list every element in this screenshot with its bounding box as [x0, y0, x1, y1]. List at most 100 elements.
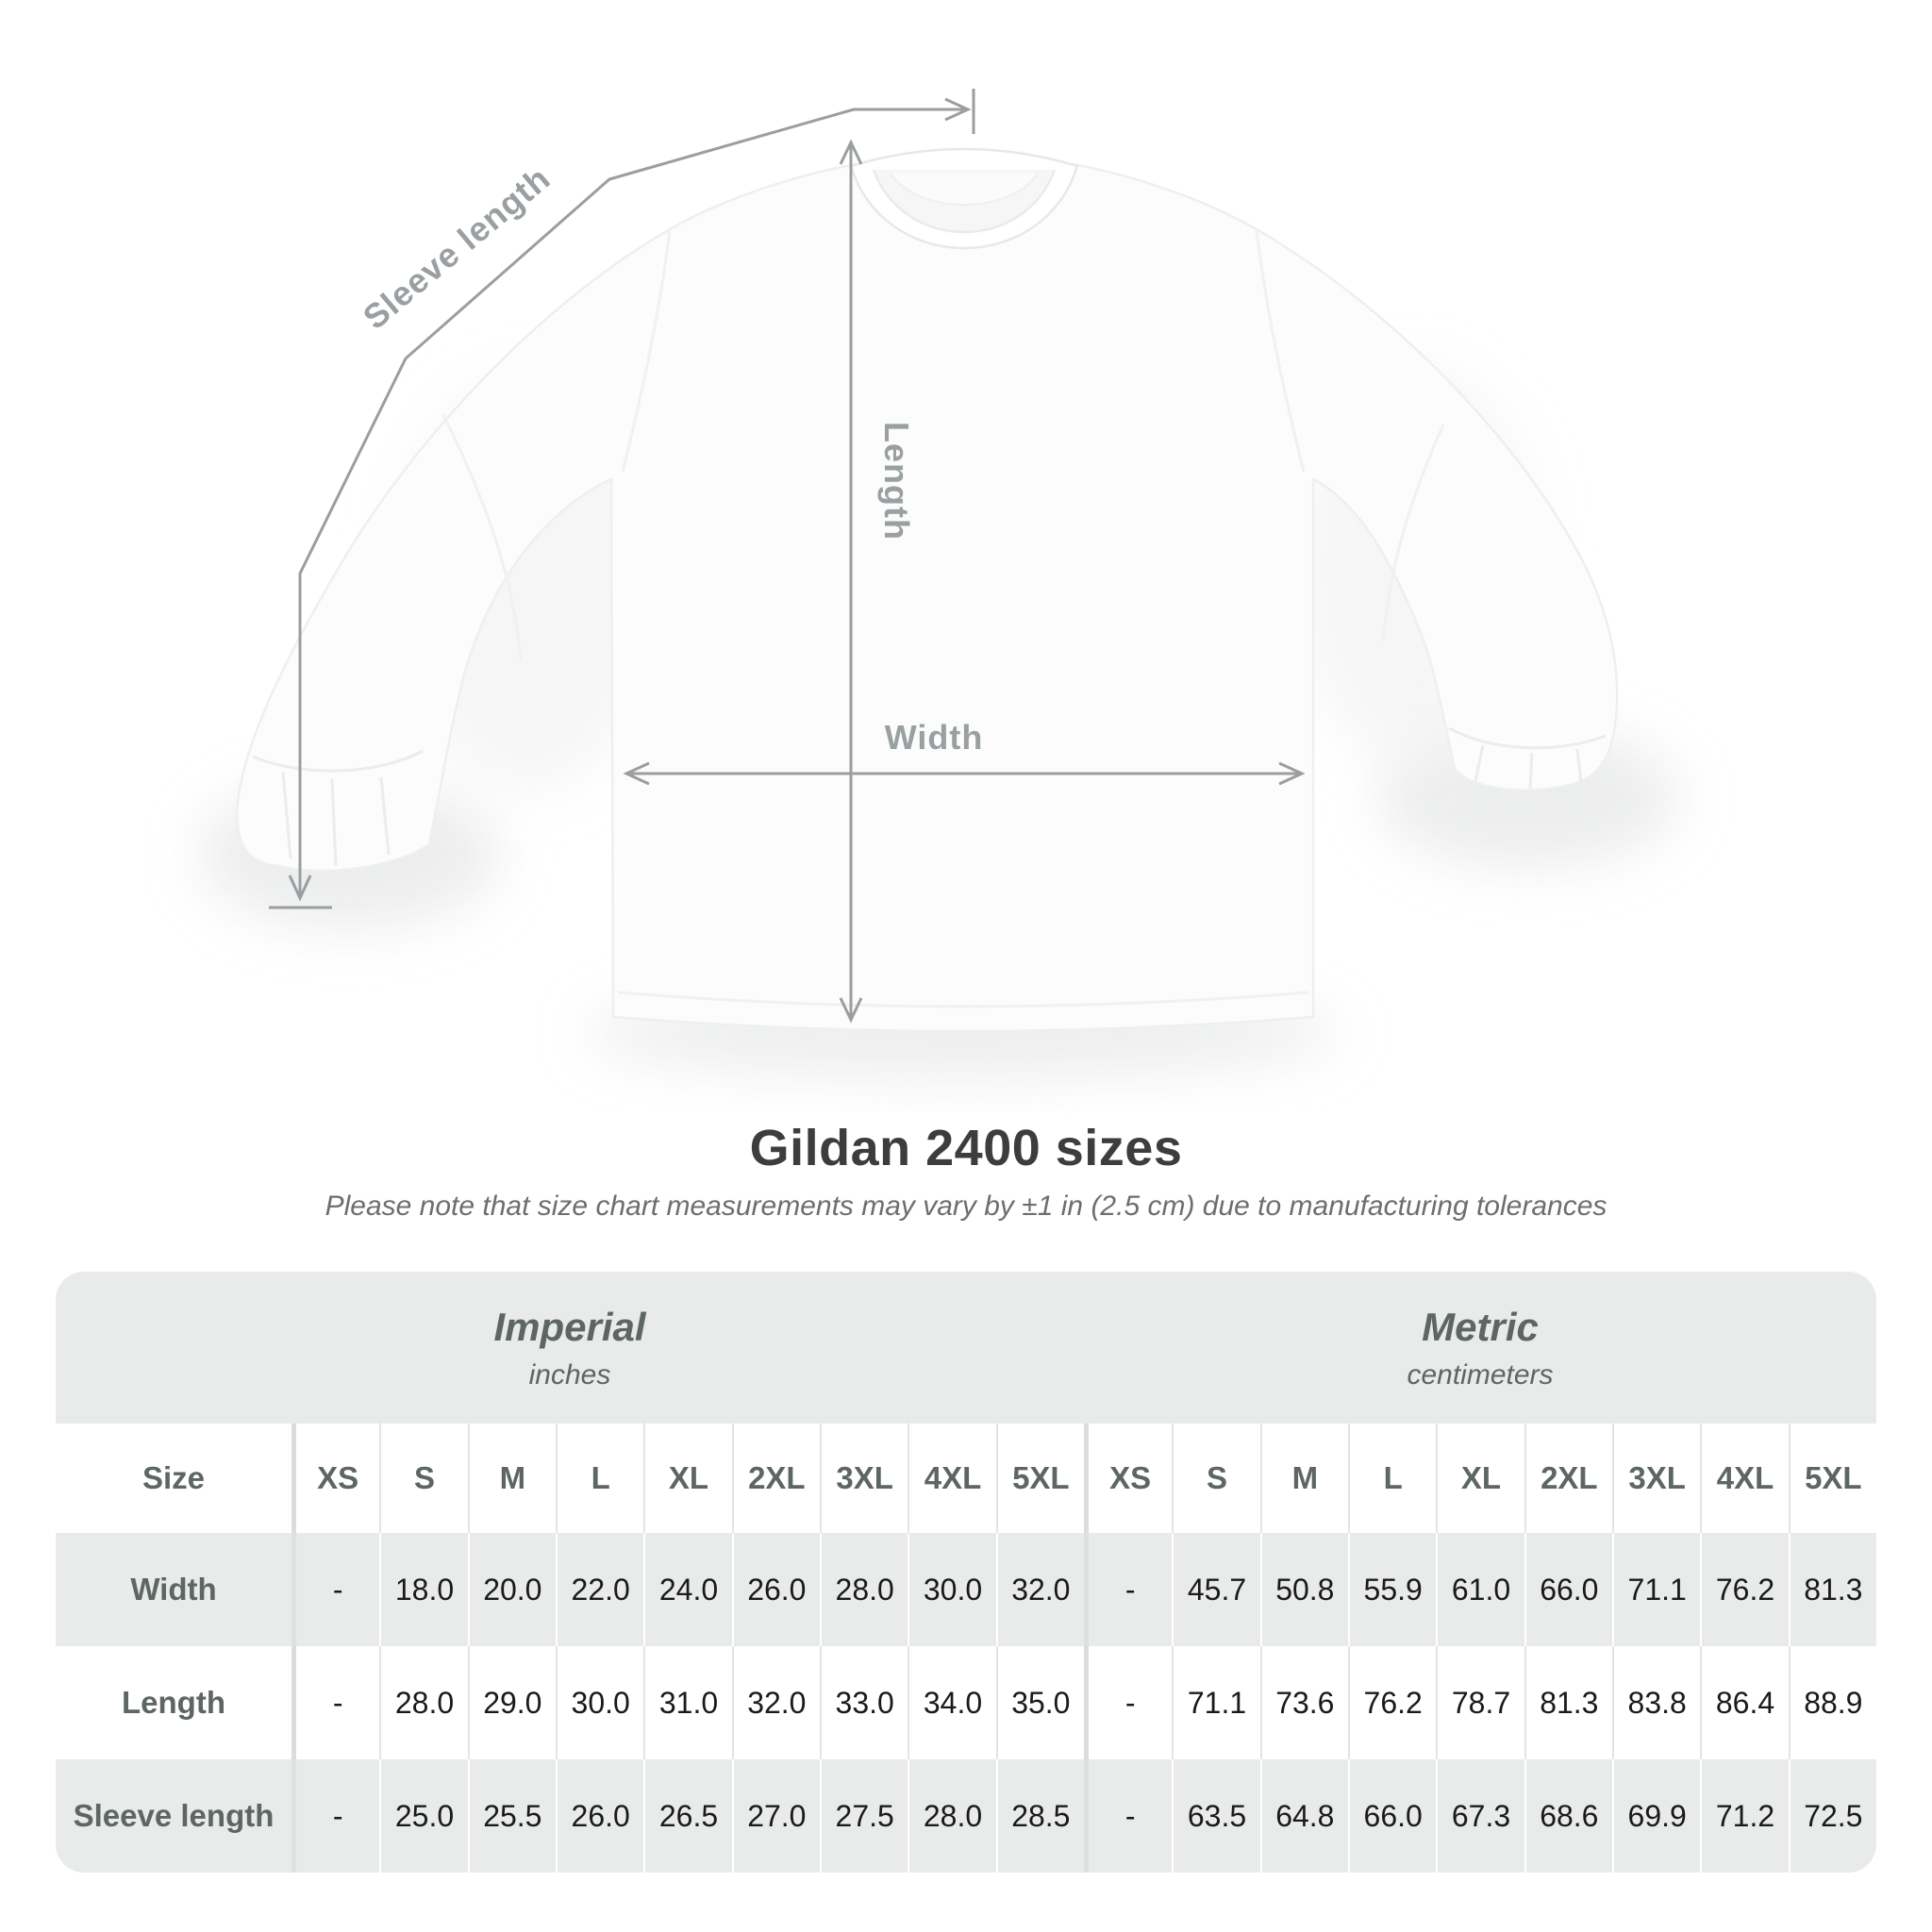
table-cell: 18.0 — [379, 1533, 468, 1646]
table-cell: 27.0 — [731, 1759, 820, 1873]
shirt-body — [236, 150, 1619, 1033]
size-table: Imperial inches Metric centimeters Size … — [56, 1272, 1876, 1873]
size-header-metric-l: L — [1348, 1424, 1437, 1533]
table-cell: 31.0 — [643, 1646, 732, 1759]
table-cell: 81.3 — [1524, 1646, 1612, 1759]
table-cell: 30.0 — [556, 1646, 644, 1759]
shirt-collar — [849, 147, 1079, 250]
size-header-imperial-s: S — [379, 1424, 468, 1533]
table-cell: 66.0 — [1524, 1533, 1612, 1646]
table-cell: - — [1084, 1646, 1173, 1759]
metric-section-header: Metric centimeters — [1084, 1272, 1876, 1424]
page-title: Gildan 2400 sizes — [749, 1120, 1183, 1176]
sleeve-length-arrowhead-down — [288, 874, 312, 902]
title-block: Gildan 2400 sizes Please note that size … — [0, 1119, 1932, 1223]
shirt-diagram: Sleeve length Length Width — [198, 89, 1679, 1078]
length-line — [839, 139, 863, 1024]
table-cell: 71.2 — [1700, 1759, 1789, 1873]
table-cell: 20.0 — [467, 1533, 556, 1646]
table-cell: 81.3 — [1788, 1533, 1876, 1646]
table-cell: 76.2 — [1700, 1533, 1789, 1646]
size-header-imperial-5xl: 5XL — [995, 1424, 1084, 1533]
shirt-seams — [441, 228, 1445, 1008]
table-cell: 76.2 — [1348, 1646, 1437, 1759]
table-cell: 45.7 — [1172, 1533, 1260, 1646]
shirt-mockup — [236, 147, 1619, 1033]
imperial-sublabel: inches — [528, 1358, 611, 1391]
table-cell: 29.0 — [467, 1646, 556, 1759]
table-cell: 33.0 — [820, 1646, 908, 1759]
page-subtitle: Please note that size chart measurements… — [325, 1191, 1607, 1222]
row-label-sleeve-length: Sleeve length — [56, 1759, 291, 1873]
table-cell: 27.5 — [820, 1759, 908, 1873]
size-header-imperial-4xl: 4XL — [908, 1424, 996, 1533]
row-label-length: Length — [56, 1646, 291, 1759]
table-cell: 50.8 — [1259, 1533, 1348, 1646]
row-label-width: Width — [56, 1533, 291, 1646]
size-header-imperial-l: L — [556, 1424, 644, 1533]
size-header-metric-3xl: 3XL — [1612, 1424, 1701, 1533]
table-cell: 88.9 — [1788, 1646, 1876, 1759]
size-header-imperial-2xl: 2XL — [731, 1424, 820, 1533]
sleeve-length-line — [269, 89, 975, 909]
size-column-header: Size — [56, 1424, 291, 1533]
size-header-imperial-xl: XL — [643, 1424, 732, 1533]
table-cell: 64.8 — [1259, 1759, 1348, 1873]
imperial-section-header: Imperial inches — [56, 1272, 1084, 1424]
table-cell: 73.6 — [1259, 1646, 1348, 1759]
table-cell: 71.1 — [1612, 1533, 1701, 1646]
table-cell: 28.0 — [820, 1533, 908, 1646]
size-header-metric-2xl: 2XL — [1524, 1424, 1612, 1533]
table-cell: - — [1084, 1759, 1173, 1873]
table-cell: 25.0 — [379, 1759, 468, 1873]
table-cell: 26.0 — [556, 1759, 644, 1873]
table-cell: 86.4 — [1700, 1646, 1789, 1759]
table-cell: 32.0 — [995, 1533, 1084, 1646]
table-cell: 71.1 — [1172, 1646, 1260, 1759]
length-arrowhead-up — [839, 139, 863, 165]
table-cell: 24.0 — [643, 1533, 732, 1646]
table-cell: 61.0 — [1436, 1533, 1524, 1646]
size-header-metric-xl: XL — [1436, 1424, 1524, 1533]
size-header-metric-m: M — [1259, 1424, 1348, 1533]
width-arrowhead-left — [623, 761, 650, 786]
table-cell: 55.9 — [1348, 1533, 1437, 1646]
table-cell: 26.5 — [643, 1759, 732, 1873]
table-cell: 34.0 — [908, 1646, 996, 1759]
table-cell: - — [291, 1759, 380, 1873]
length-label: Length — [877, 422, 916, 541]
table-cell: 28.0 — [379, 1646, 468, 1759]
table-cell: 66.0 — [1348, 1759, 1437, 1873]
metric-label: Metric — [1422, 1304, 1539, 1349]
size-header-imperial-3xl: 3XL — [820, 1424, 908, 1533]
table-cell: 26.0 — [731, 1533, 820, 1646]
table-cell: - — [291, 1646, 380, 1759]
size-header-metric-5xl: 5XL — [1788, 1424, 1876, 1533]
width-label: Width — [885, 718, 984, 757]
table-cell: 72.5 — [1788, 1759, 1876, 1873]
table-cell: 67.3 — [1436, 1759, 1524, 1873]
size-header-imperial-xs: XS — [291, 1424, 380, 1533]
width-line — [623, 761, 1306, 786]
width-arrowhead-right — [1278, 761, 1306, 786]
table-cell: 68.6 — [1524, 1759, 1612, 1873]
table-cell: 28.0 — [908, 1759, 996, 1873]
size-header-metric-4xl: 4XL — [1700, 1424, 1789, 1533]
table-cell: 30.0 — [908, 1533, 996, 1646]
shirt-cuffs — [252, 726, 1607, 867]
table-cell: - — [291, 1533, 380, 1646]
metric-sublabel: centimeters — [1407, 1358, 1554, 1391]
size-header-imperial-m: M — [467, 1424, 556, 1533]
table-cell: 25.5 — [467, 1759, 556, 1873]
table-cell: 22.0 — [556, 1533, 644, 1646]
imperial-label: Imperial — [493, 1304, 646, 1349]
sleeve-length-arrowhead-right — [944, 97, 972, 122]
table-cell: 69.9 — [1612, 1759, 1701, 1873]
size-header-metric-s: S — [1172, 1424, 1260, 1533]
size-header-metric-xs: XS — [1084, 1424, 1173, 1533]
shirt-diagram-svg: Sleeve length Length Width — [198, 89, 1679, 1078]
table-cell: 28.5 — [995, 1759, 1084, 1873]
table-cell: 83.8 — [1612, 1646, 1701, 1759]
sleeve-length-label: Sleeve length — [356, 158, 558, 337]
